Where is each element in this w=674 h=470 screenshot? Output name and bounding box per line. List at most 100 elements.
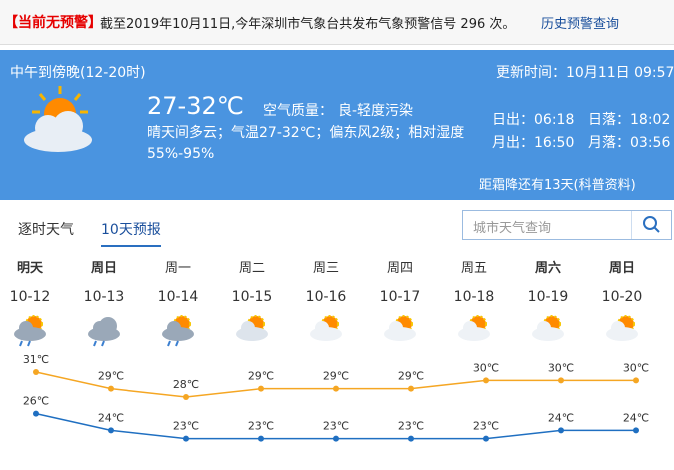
date: 10-12 xyxy=(10,289,51,305)
weekday: 周二 xyxy=(239,261,265,276)
weather-icon xyxy=(606,315,638,341)
date: 10-20 xyxy=(602,289,643,305)
sunrise: 日出：06:18 xyxy=(492,112,575,128)
temp-point xyxy=(333,385,339,392)
temp-point xyxy=(333,435,339,442)
cloud xyxy=(611,321,625,335)
temp-point xyxy=(108,427,114,434)
weekday: 周四 xyxy=(387,261,413,276)
weather-icon xyxy=(532,315,564,341)
cloud xyxy=(537,321,551,335)
rain xyxy=(93,340,97,347)
weekday: 周日 xyxy=(91,261,117,276)
date: 10-13 xyxy=(84,289,125,305)
history-link[interactable]: 历史预警查询 xyxy=(541,17,620,32)
temp-point xyxy=(558,377,564,384)
temp-label: 23℃ xyxy=(248,420,274,433)
temp-label: 29℃ xyxy=(398,370,424,383)
cloud xyxy=(463,321,477,335)
temp-point xyxy=(108,385,114,392)
cloud xyxy=(315,321,329,335)
temp-point xyxy=(633,377,639,384)
temp-label: 29℃ xyxy=(98,370,124,383)
period: 中午到傍晚(12-20时) xyxy=(10,65,146,81)
temp-point xyxy=(258,385,264,392)
weather-icon xyxy=(14,315,46,347)
weather-icon xyxy=(236,315,268,341)
weekday: 周三 xyxy=(313,261,339,276)
temp-label: 23℃ xyxy=(323,420,349,433)
date: 10-17 xyxy=(380,289,421,305)
weekday: 明天 xyxy=(17,261,44,276)
rain xyxy=(19,340,23,347)
temp-label: 23℃ xyxy=(173,420,199,433)
weather-icon xyxy=(162,315,194,347)
weather-icon xyxy=(88,317,120,347)
temp-point xyxy=(183,394,189,400)
date: 10-15 xyxy=(232,289,273,305)
temp-label: 31℃ xyxy=(23,353,49,366)
temp-label: 30℃ xyxy=(548,361,574,374)
weekday: 周日 xyxy=(609,261,635,276)
cloud xyxy=(241,321,255,335)
cloud xyxy=(99,317,117,335)
aqi-value: 良-轻度污染 xyxy=(338,103,414,119)
updated: 更新时间：10月11日 09:57 xyxy=(496,65,674,81)
temp-label: 28℃ xyxy=(173,378,199,391)
date: 10-16 xyxy=(306,289,347,305)
temp-label: 23℃ xyxy=(473,420,499,433)
weather-icon xyxy=(384,315,416,341)
temp-label: 26℃ xyxy=(23,395,49,408)
weather-icon xyxy=(310,315,342,341)
moonrise: 月出：16:50 xyxy=(492,135,575,151)
alert-message: 截至2019年10月11日,今年深圳市气象台共发布气象预警信号 296 次。 xyxy=(100,17,516,32)
rain xyxy=(101,340,105,347)
date: 10-18 xyxy=(454,289,495,305)
weather-icon xyxy=(24,86,92,152)
tab[interactable]: 10天预报 xyxy=(101,219,161,247)
solar-term[interactable]: 距霜降还有13天(科普资料) xyxy=(479,178,636,193)
temp-label: 30℃ xyxy=(473,361,499,374)
temp-label: 30℃ xyxy=(623,361,649,374)
temp-point xyxy=(408,385,414,392)
alert-status: 【当前无预警】 xyxy=(4,15,102,31)
temp-point xyxy=(558,427,564,434)
rain xyxy=(167,340,171,347)
rain xyxy=(175,340,179,347)
temp-point xyxy=(258,435,264,442)
forecast: 明天 10-12 周日 10-13 周一 10-14 周二 10-15 周三 10-16 周四 10-… xyxy=(10,260,649,442)
alert-bar: 【当前无预警】 截至2019年10月11日,今年深圳市气象台共发布气象预警信号 … xyxy=(0,0,674,45)
search-box: 城市天气查询 xyxy=(462,210,672,240)
date: 10-19 xyxy=(528,289,569,305)
cloud xyxy=(19,321,33,335)
temp-label: 24℃ xyxy=(623,411,649,424)
temp-point xyxy=(633,427,639,434)
tab[interactable]: 逐时天气 xyxy=(18,222,74,238)
moonset: 月落：03:56 xyxy=(588,135,671,151)
temp-label: 24℃ xyxy=(98,411,124,424)
temp-label: 24℃ xyxy=(548,411,574,424)
search-button[interactable] xyxy=(631,211,671,239)
weekday: 周六 xyxy=(535,260,561,276)
weather-icon xyxy=(458,315,490,341)
temp-point xyxy=(33,369,39,375)
cloud xyxy=(389,321,403,335)
temperature: 27-32℃ xyxy=(147,92,244,120)
weekday: 周五 xyxy=(461,261,487,276)
description: 晴天间多云；气温27-32℃；偏东风2级；相对湿度55%-95% xyxy=(147,125,465,162)
temp-label: 29℃ xyxy=(248,370,274,383)
temp-label: 23℃ xyxy=(398,420,424,433)
aqi-label: 空气质量： xyxy=(263,103,333,119)
cloud xyxy=(167,321,181,335)
weekday: 周一 xyxy=(165,261,191,276)
search-input[interactable]: 城市天气查询 xyxy=(473,221,552,236)
temp-point xyxy=(33,410,39,417)
temp-label: 29℃ xyxy=(323,370,349,383)
temp-point xyxy=(483,435,489,442)
rain xyxy=(27,340,31,347)
date: 10-14 xyxy=(158,289,199,305)
temp-point xyxy=(183,435,189,442)
sunset: 日落：18:02 xyxy=(588,112,671,128)
current-weather: 中午到傍晚(12-20时) 更新时间：10月11日 09:57 27-32℃ 空… xyxy=(0,50,674,200)
